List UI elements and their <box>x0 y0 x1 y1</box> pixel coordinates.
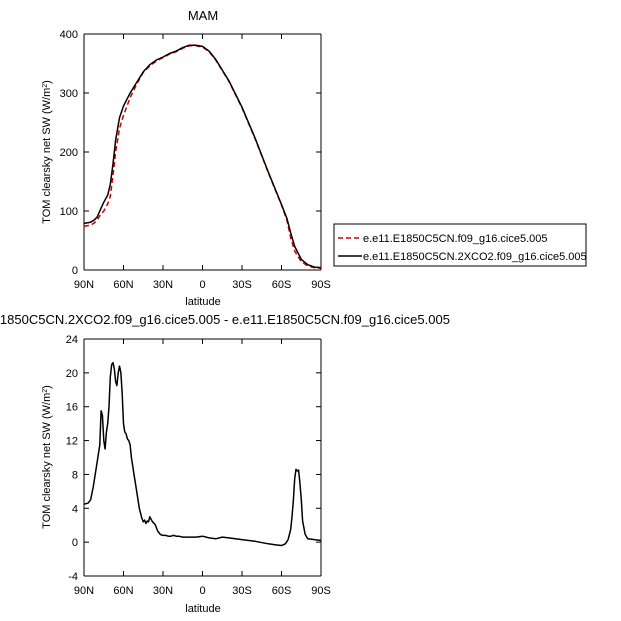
bottom-panel: e.e11.E1850C5CN.2XCO2.f09_g16.cice5.005 … <box>0 312 450 615</box>
top-x-axis-label: latitude <box>185 296 220 308</box>
bottom-y-tick-label: 0 <box>72 537 78 549</box>
top-series-line-0 <box>83 45 322 269</box>
bottom-y-axis-label: TOM clearsky net SW (W/m2) <box>41 385 53 529</box>
top-x-tick-label: 60S <box>272 279 292 291</box>
top-y-tick-label: 100 <box>60 206 78 218</box>
top-chart-title: MAM <box>188 8 218 23</box>
legend: e.e11.E1850C5CN.f09_g16.cice5.005 e.e11.… <box>333 223 587 267</box>
bottom-y-tick-label: 12 <box>66 436 78 448</box>
bottom-y-tick-label: 20 <box>66 368 78 380</box>
top-y-tick-label: 0 <box>72 265 78 277</box>
bottom-x-tick-label: 0 <box>199 585 205 597</box>
top-x-tick-label: 0 <box>199 279 205 291</box>
top-y-tick-label: 200 <box>60 147 78 159</box>
bottom-y-tick-label: -4 <box>68 571 78 583</box>
top-y-tick-label: 300 <box>60 88 78 100</box>
top-y-tick-label: 400 <box>60 29 78 41</box>
top-x-tick-label: 30S <box>232 279 252 291</box>
legend-label-control: e.e11.E1850C5CN.f09_g16.cice5.005 <box>363 233 548 245</box>
bottom-y-tick-label: 8 <box>72 469 78 481</box>
bottom-x-tick-label: 60S <box>272 585 292 597</box>
top-x-tick-label: 30N <box>153 279 173 291</box>
top-y-axis-label: TOM clearsky net SW (W/m2) <box>41 80 53 224</box>
bottom-x-tick-label: 60N <box>113 585 133 597</box>
top-series-line-1 <box>83 44 322 269</box>
bottom-series-line-0 <box>83 361 322 547</box>
bottom-x-axis-label: latitude <box>185 603 220 615</box>
legend-box <box>333 223 587 267</box>
top-x-tick-label: 90S <box>311 279 331 291</box>
bottom-y-tick-label: 4 <box>72 503 78 515</box>
top-panel: MAM 90N 60N 30N 0 30S 60S 90S 0 100 200 300 400 lat… <box>41 8 331 308</box>
top-x-tick-label: 60N <box>113 279 133 291</box>
bottom-y-tick-label: 24 <box>66 334 78 346</box>
bottom-y-tick-label: 16 <box>66 402 78 414</box>
bottom-x-tick-label: 30S <box>232 585 252 597</box>
bottom-x-tick-label: 90S <box>311 585 331 597</box>
legend-label-2xco2: e.e11.E1850C5CN.2XCO2.f09_g16.cice5.005 <box>363 251 587 263</box>
top-x-tick-label: 90N <box>74 279 94 291</box>
bottom-chart-title: e.e11.E1850C5CN.2XCO2.f09_g16.cice5.005 … <box>0 312 450 327</box>
bottom-x-tick-label: 30N <box>153 585 173 597</box>
bottom-x-tick-label: 90N <box>74 585 94 597</box>
